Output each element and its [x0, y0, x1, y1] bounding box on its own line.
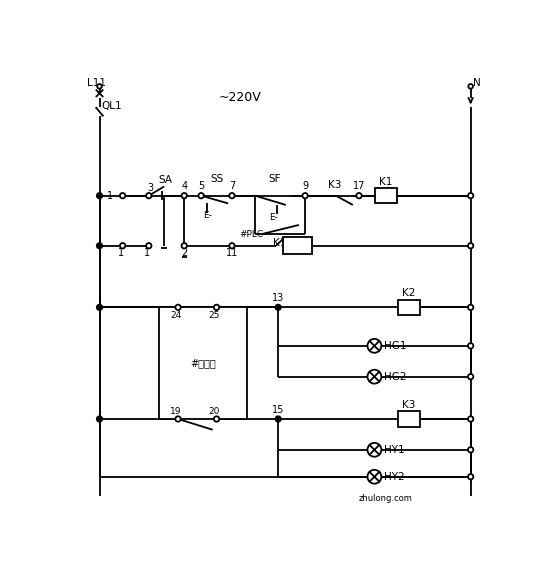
Bar: [159, 307, 247, 419]
Text: 1: 1: [118, 248, 124, 259]
Bar: [398, 411, 420, 427]
Circle shape: [146, 193, 152, 198]
Text: 1: 1: [107, 190, 114, 201]
Text: HG2: HG2: [383, 372, 406, 382]
Text: 11: 11: [226, 248, 238, 259]
Circle shape: [97, 243, 102, 248]
Text: 4: 4: [181, 181, 187, 192]
Text: 9: 9: [302, 181, 308, 192]
Circle shape: [97, 416, 102, 422]
Circle shape: [302, 193, 308, 198]
Text: K3: K3: [402, 400, 416, 410]
Circle shape: [368, 370, 381, 384]
Circle shape: [356, 193, 361, 198]
Text: 1: 1: [144, 248, 150, 259]
Bar: [375, 188, 397, 204]
Text: K1: K1: [379, 177, 393, 187]
Text: 17: 17: [353, 181, 365, 192]
Circle shape: [468, 343, 473, 348]
Bar: [283, 237, 312, 254]
Circle shape: [229, 193, 235, 198]
Circle shape: [468, 474, 473, 479]
Circle shape: [276, 416, 281, 422]
Text: K: K: [294, 239, 301, 252]
Text: #变频器: #变频器: [190, 358, 216, 368]
Circle shape: [468, 84, 473, 89]
Text: 5: 5: [198, 181, 204, 192]
Circle shape: [214, 416, 219, 422]
Circle shape: [181, 243, 187, 248]
Text: HY2: HY2: [383, 472, 404, 482]
Circle shape: [468, 374, 473, 379]
Text: 20: 20: [209, 407, 220, 416]
Circle shape: [468, 243, 473, 248]
Text: SS: SS: [210, 174, 223, 184]
Text: L11: L11: [87, 77, 106, 88]
Text: N: N: [473, 77, 480, 88]
Text: K2: K2: [402, 288, 416, 299]
Circle shape: [97, 193, 102, 198]
Circle shape: [468, 305, 473, 310]
Circle shape: [214, 305, 219, 310]
Text: SA: SA: [158, 175, 172, 185]
Circle shape: [368, 470, 381, 484]
Circle shape: [368, 339, 381, 353]
Circle shape: [120, 243, 125, 248]
Text: HG1: HG1: [383, 341, 406, 351]
Bar: [398, 300, 420, 315]
Text: HY1: HY1: [383, 445, 404, 455]
Circle shape: [368, 443, 381, 456]
Circle shape: [468, 416, 473, 422]
Text: QL1: QL1: [102, 101, 122, 110]
Text: 24: 24: [170, 311, 182, 320]
Circle shape: [229, 243, 235, 248]
Circle shape: [146, 243, 152, 248]
Text: E-: E-: [203, 211, 212, 220]
Circle shape: [276, 305, 281, 310]
Circle shape: [198, 193, 204, 198]
Circle shape: [181, 193, 187, 198]
Circle shape: [175, 416, 181, 422]
Circle shape: [97, 305, 102, 310]
Circle shape: [468, 193, 473, 198]
Text: #PLC: #PLC: [240, 231, 264, 240]
Circle shape: [120, 193, 125, 198]
Text: K3: K3: [328, 180, 342, 190]
Text: E-: E-: [269, 213, 278, 222]
Text: ~220V: ~220V: [218, 92, 261, 105]
Text: 13: 13: [272, 293, 284, 303]
Circle shape: [468, 447, 473, 452]
Text: 7: 7: [229, 181, 235, 192]
Text: 25: 25: [209, 311, 220, 320]
Text: SF: SF: [268, 174, 280, 184]
Text: 2: 2: [181, 248, 187, 259]
Circle shape: [97, 84, 102, 89]
Text: K1: K1: [273, 239, 287, 248]
Text: zhulong.com: zhulong.com: [359, 494, 413, 503]
Circle shape: [175, 305, 181, 310]
Text: 3: 3: [147, 183, 153, 193]
Text: 19: 19: [170, 407, 182, 416]
Text: 15: 15: [272, 405, 284, 415]
